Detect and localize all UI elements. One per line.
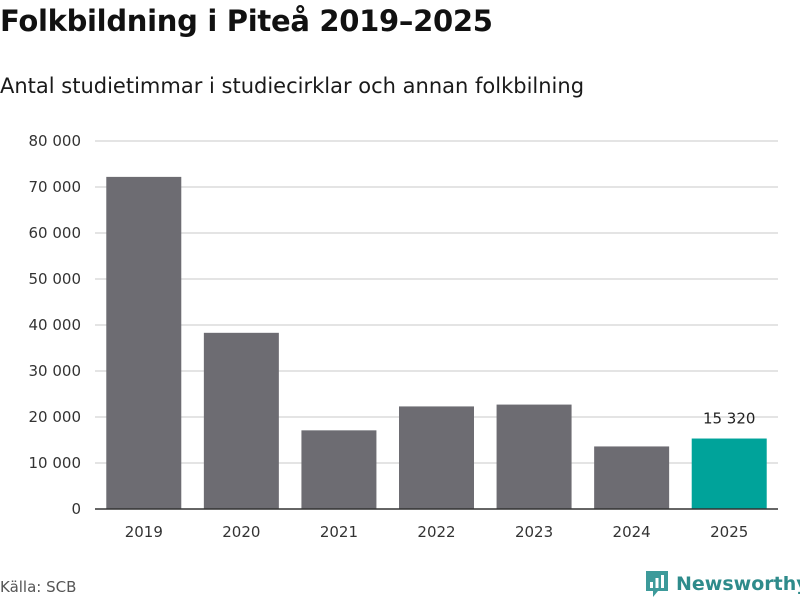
- newsworthy-logo-icon: [646, 571, 668, 597]
- y-tick-label: 50 000: [29, 270, 82, 288]
- bar-2021: [301, 430, 377, 509]
- data-label: 15 320: [703, 410, 756, 428]
- y-tick-label: 40 000: [29, 316, 82, 334]
- y-tick-label: 70 000: [29, 178, 82, 196]
- bar-2025: [691, 438, 767, 509]
- brand-logo: Newsworthy: [644, 568, 800, 600]
- source-note: Källa: SCB: [0, 578, 77, 596]
- bar-2020: [203, 332, 279, 509]
- y-tick-label: 0: [71, 500, 81, 518]
- x-tick-label: 2019: [125, 523, 163, 541]
- chart-title: Folkbildning i Piteå 2019–2025: [0, 4, 493, 38]
- x-tick-label: 2023: [515, 523, 553, 541]
- bar-2024: [594, 446, 670, 509]
- bar-chart: 0 10 000 20 000 30 000 40 000 50 000 60 000 70 …: [29, 132, 778, 541]
- y-tick-label: 30 000: [29, 362, 82, 380]
- y-tick-label: 80 000: [29, 132, 82, 150]
- brand-name: Newsworthy: [676, 573, 800, 595]
- x-tick-label: 2020: [222, 523, 260, 541]
- chart-subtitle: Antal studietimmar i studiecirklar och a…: [0, 74, 585, 98]
- x-tick-label: 2024: [613, 523, 651, 541]
- y-tick-label: 60 000: [29, 224, 82, 242]
- x-tick-label: 2025: [710, 523, 748, 541]
- bar-2022: [399, 406, 474, 509]
- bar-2023: [496, 404, 572, 509]
- y-tick-label: 20 000: [29, 408, 82, 426]
- y-tick-label: 10 000: [29, 454, 82, 472]
- bar-2019: [106, 176, 182, 509]
- x-tick-label: 2021: [320, 523, 358, 541]
- x-tick-label: 2022: [417, 523, 455, 541]
